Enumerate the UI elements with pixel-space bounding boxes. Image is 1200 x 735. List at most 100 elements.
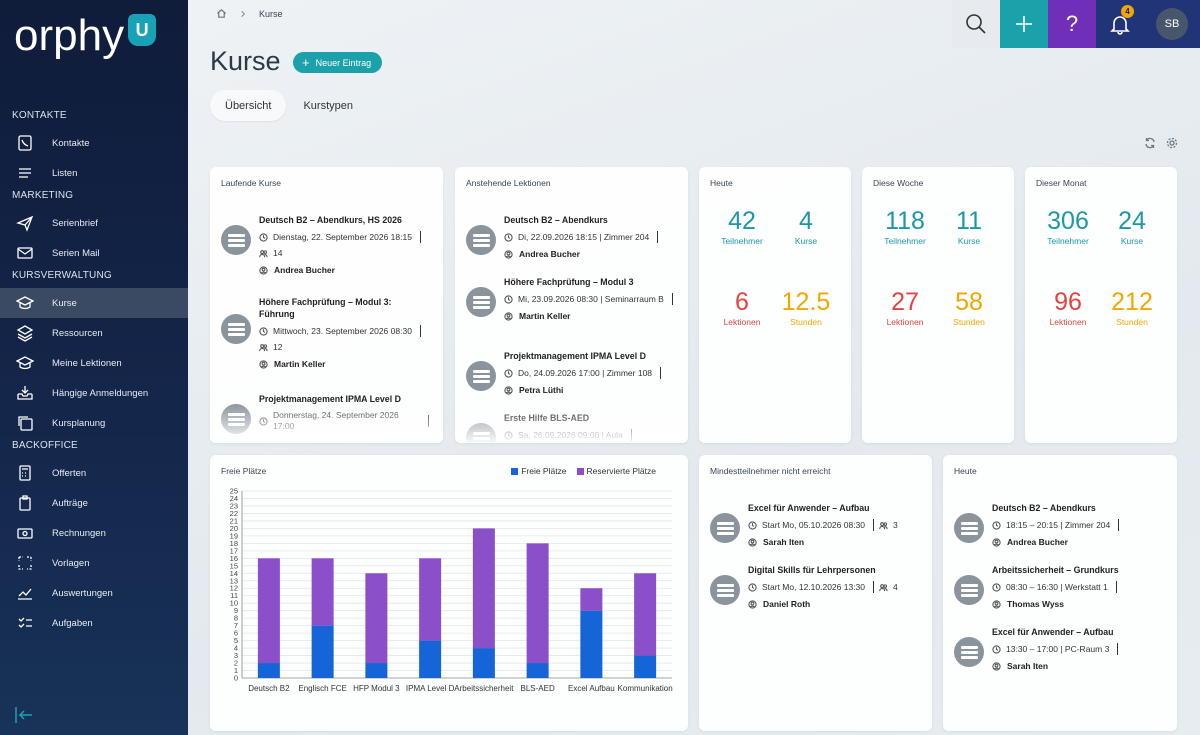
refresh-icon[interactable] [1144,137,1156,149]
sidebar-item-auswertungen[interactable]: Auswertungen [0,578,188,608]
tasks-icon [14,613,36,633]
sidebar-item-kontakte[interactable]: Kontakte [0,128,188,158]
notifications-button[interactable]: 4 [1096,0,1144,48]
sidebar-item-listen[interactable]: Listen [0,158,188,188]
instructor: Martin Keller [504,311,674,321]
stat-lektionen: 6 Lektionen [723,288,761,327]
course-icon [954,637,984,667]
bar-freie-7[interactable] [634,655,657,678]
user-menu-button[interactable]: SB [1144,0,1200,48]
sidebar-item-meine-lektionen[interactable]: Meine Lektionen [0,348,188,378]
sidebar-item-offerten[interactable]: Offerten [0,458,188,488]
sidebar-item-label: Rechnungen [52,527,106,539]
list-item-title[interactable]: Projektmanagement IPMA Level D [504,351,646,361]
new-entry-button[interactable]: + Neuer Eintrag [293,52,383,73]
stat-stunden: 58 Stunden [953,288,985,327]
bar-freie-2[interactable] [365,663,388,678]
sidebar-item-label: Aufgaben [52,617,93,629]
y-tick-label: 1 [234,666,238,675]
bar-freie-4[interactable] [472,648,495,678]
sidebar-item-kurse[interactable]: Kurse [0,288,188,318]
x-tick-label: Deutsch B2 [248,684,290,693]
participant-count: 12 [273,342,283,352]
gear-icon[interactable] [1166,137,1178,149]
sidebar-item-label: Serien Mail [52,247,100,259]
bar-reservierte-5[interactable] [526,543,549,664]
phone-icon [14,133,36,153]
list-item-title[interactable]: Digital Skills für Lehrpersonen [748,565,876,575]
list-item-title[interactable]: Deutsch B2 – Abendkurs, HS 2026 [259,215,402,225]
bar-freie-6[interactable] [580,610,603,678]
course-icon [954,575,984,605]
orphy-logo[interactable]: orphy U [14,14,157,58]
list-item-title[interactable]: Deutsch B2 – Abendkurs [504,215,608,225]
legend-item-reservierte[interactable]: Reservierte Plätze [576,466,656,476]
sidebar-item-serien-mail[interactable]: Serien Mail [0,238,188,268]
person-icon [504,385,513,395]
bar-reservierte-2[interactable] [365,573,388,664]
bar-freie-1[interactable] [311,625,334,678]
bar-reservierte-3[interactable] [419,558,442,641]
list-item-body: Deutsch B2 – Abendkurs, HS 2026 Dienstag,… [259,214,429,275]
y-tick-label: 20 [230,524,238,533]
sidebar-item-rechnungen[interactable]: Rechnungen [0,518,188,548]
participant-count: 4 [893,581,898,592]
list-item-title[interactable]: Höhere Fachprüfung – Modul 3: Führung [259,297,392,319]
sidebar-item-aufgaben[interactable]: Aufgaben [0,608,188,638]
graduation-cap-icon [14,293,36,313]
card-laufende-kurse: Laufende Kurse Deutsch B2 – Abendkurs, H… [210,167,443,443]
clock-icon [259,326,268,336]
list-item-title[interactable]: Höhere Fachprüfung – Modul 3 [504,277,634,287]
stat-kurse: 11 Kurse [956,207,982,246]
y-tick-label: 3 [234,651,238,660]
instructor: Sarah Iten [992,661,1167,671]
instructor: Sarah Iten [748,537,923,547]
bar-reservierte-1[interactable] [311,558,334,626]
clock-icon [992,520,1001,530]
legend-item-freie[interactable]: Freie Plätze [511,466,567,476]
bar-reservierte-7[interactable] [634,573,657,656]
course-icon [466,361,496,391]
breadcrumb-current[interactable]: Kurse [259,8,283,19]
bar-reservierte-6[interactable] [580,588,603,611]
bar-reservierte-4[interactable] [472,528,495,649]
card-anstehende-lektionen: Anstehende Lektionen Deutsch B2 – Abendk… [455,167,688,443]
card-stats-woche: Diese Woche 118 Teilnehmer 11 Kurse 27 Lektion… [862,167,1014,443]
sidebar-item-label: Kurse [52,297,77,309]
list-item-title[interactable]: Excel für Anwender – Aufbau [748,503,870,513]
list-item-body: Excel für Anwender – Aufbau 13:30 – 17:00… [992,626,1167,671]
bar-freie-0[interactable] [257,663,280,678]
list-item-title[interactable]: Deutsch B2 – Abendkurs [992,503,1096,513]
instructor: Petra Lüthi [504,385,674,395]
help-button[interactable]: ? [1048,0,1096,48]
plus-icon: + [302,55,310,70]
sidebar-item-serienbrief[interactable]: Serienbrief [0,208,188,238]
bar-reservierte-0[interactable] [257,558,280,664]
home-icon[interactable] [216,8,227,19]
instructor: Andrea Bucher [504,249,674,259]
list-item-title[interactable]: Arbeitssicherheit – Grundkurs [992,565,1119,575]
sidebar-item-ressourcen[interactable]: Ressourcen [0,318,188,348]
card-title: Mindestteilnehmer nicht erreicht [710,466,831,476]
tab-uebersicht[interactable]: Übersicht [210,90,287,121]
search-button[interactable] [952,0,1000,48]
collapse-sidebar-icon[interactable] [14,705,34,725]
participant-count-row: 12 [259,342,429,353]
sidebar-item-label: Kontakte [52,137,90,149]
bar-freie-5[interactable] [526,663,549,678]
sidebar-item-kursplanung[interactable]: Kursplanung [0,408,188,438]
stat-kurse: 4 Kurse [794,207,818,246]
bar-freie-3[interactable] [419,640,442,678]
list-item-title[interactable]: Projektmanagement IPMA Level D [259,394,401,404]
add-button[interactable] [1000,0,1048,48]
instructor: Andrea Bucher [259,265,429,275]
sidebar-item-aufträge[interactable]: Aufträge [0,488,188,518]
sidebar-item-label: Kursplanung [52,417,106,429]
list-item-title[interactable]: Excel für Anwender – Aufbau [992,627,1114,637]
sidebar-item-hängige-anmeldungen[interactable]: Hängige Anmeldungen [0,378,188,408]
sidebar-item-vorlagen[interactable]: Vorlagen [0,548,188,578]
notification-badge: 4 [1121,5,1134,18]
tab-kurstypen[interactable]: Kurstypen [303,99,353,112]
y-tick-label: 10 [230,599,238,608]
instructor: Daniel Roth [748,599,923,609]
